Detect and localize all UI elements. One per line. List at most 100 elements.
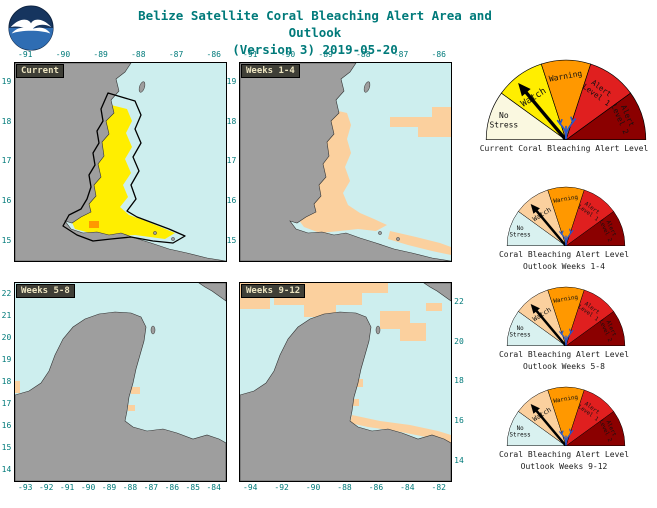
map-current	[15, 63, 226, 261]
tick-label: 18	[454, 376, 464, 386]
gauge-caption-weeks1-4-line2: Outlook Weeks 1-4	[523, 262, 605, 271]
tick-label: -86	[368, 483, 384, 492]
longitude-ticks-weeks9-12: -94 -92 -90 -88 -86 -84 -82	[239, 483, 450, 492]
tick-label: -90	[280, 50, 296, 59]
tick-label: -84	[400, 483, 415, 492]
gauge-outlook-weeks9-12	[504, 384, 628, 446]
outlook-watch-area	[390, 117, 451, 137]
map-weeks5-8	[15, 283, 226, 481]
tick-label: -90	[55, 50, 71, 59]
tick-label: 14	[1, 464, 12, 474]
tick-label: 16	[1, 196, 12, 206]
latitude-ticks-weeks5-8: 22 21 20 19 18 17 16 15 14	[0, 282, 13, 480]
tick-label: -88	[337, 483, 352, 492]
gauge-caption-weeks1-4-line1: Coral Bleaching Alert Level	[498, 250, 630, 259]
outlook-watch-area	[350, 415, 451, 443]
outlook-watch-area	[426, 303, 442, 311]
outlook-watch-area	[380, 311, 426, 341]
map-panel-weeks9-12: Weeks 9-12	[239, 282, 452, 482]
gauge-caption-weeks9-12-line1: Coral Bleaching Alert Level	[498, 450, 630, 459]
tick-label: -89	[93, 50, 108, 59]
gauge-outlook-weeks1-4	[504, 184, 628, 246]
tick-label: 18	[1, 116, 12, 126]
outlook-watch-spot	[354, 379, 363, 387]
map-panel-weeks1-4: Weeks 1-4	[239, 62, 452, 262]
tick-label: 21	[1, 310, 12, 320]
tick-label: -84	[206, 483, 221, 492]
tick-label: 16	[1, 420, 12, 430]
tick-label: 17	[1, 156, 12, 166]
tick-label: -89	[101, 483, 117, 492]
tick-label: -88	[131, 50, 146, 59]
tick-label: -88	[356, 50, 371, 59]
outlook-watch-spot	[128, 405, 135, 411]
region-boundary	[62, 92, 186, 244]
longitude-ticks-weeks1-4: -91 -90 -89 -88 -87 -86	[239, 50, 450, 59]
map-weeks1-4	[240, 63, 451, 261]
tick-label: 18	[226, 116, 237, 126]
gauge-caption-weeks5-8-line1: Coral Bleaching Alert Level	[498, 350, 630, 359]
page-title: Belize Satellite Coral Bleaching Alert A…	[115, 7, 515, 58]
map-panel-label-weeks5-8: Weeks 5-8	[16, 284, 75, 298]
tick-label: 20	[1, 332, 12, 342]
tick-label: -91	[59, 483, 75, 492]
map-panel-label-weeks1-4: Weeks 1-4	[241, 64, 300, 78]
latitude-ticks-current: 19 18 17 16 15	[0, 62, 13, 260]
tick-label: 15	[226, 235, 237, 245]
latitude-ticks-weeks1-4: 19 18 17 16 15	[225, 62, 238, 260]
map-panel-current: Current	[14, 62, 227, 262]
tick-label: 20	[454, 336, 464, 346]
tick-label: 19	[1, 354, 12, 364]
tick-label: 14	[454, 455, 464, 465]
tick-label: -93	[18, 483, 33, 492]
tick-label: -87	[143, 483, 159, 492]
outlook-watch-spot	[131, 387, 140, 394]
outlook-watch-area	[388, 231, 451, 255]
tick-label: 16	[454, 416, 464, 426]
tick-label: -94	[243, 483, 258, 492]
gauge-current	[482, 56, 650, 140]
tick-label: 17	[1, 398, 12, 408]
alert-area-warning-spot	[89, 221, 99, 228]
tick-label: 16	[226, 196, 237, 206]
outlook-watch-area	[240, 295, 270, 309]
gauge-caption-current: Current Coral Bleaching Alert Level	[479, 144, 649, 153]
tick-label: 17	[226, 156, 237, 166]
tick-label: 15	[1, 442, 12, 452]
tick-label: -92	[274, 483, 289, 492]
page-title-line1: Belize Satellite Coral Bleaching Alert A…	[138, 8, 492, 40]
tick-label: -90	[80, 483, 96, 492]
island	[150, 325, 156, 335]
map-weeks9-12	[240, 283, 451, 481]
tick-label: -91	[18, 50, 33, 59]
noaa-logo	[8, 5, 54, 51]
tick-label: 22	[1, 288, 12, 298]
tick-label: -88	[122, 483, 138, 492]
tick-label: -90	[305, 483, 321, 492]
tick-label: -86	[431, 50, 446, 59]
tick-label: -87	[168, 50, 184, 59]
tick-label: -86	[164, 483, 180, 492]
tick-label: -91	[243, 50, 258, 59]
latitude-ticks-weeks9-12: 22 20 18 16 14	[452, 282, 466, 480]
outlook-watch-spot	[351, 399, 359, 406]
tick-label: 22	[454, 297, 464, 307]
gauge-caption-weeks5-8-line2: Outlook Weeks 5-8	[523, 362, 605, 371]
tick-label: 15	[1, 235, 12, 245]
tick-label: 19	[1, 77, 12, 87]
tick-label: 19	[226, 77, 237, 87]
map-panel-weeks5-8: Weeks 5-8	[14, 282, 227, 482]
island	[375, 325, 381, 335]
map-panel-label-current: Current	[16, 64, 64, 78]
gauge-caption-weeks9-12-line2: Outlook Weeks 9-12	[520, 462, 608, 471]
gauge-outlook-weeks5-8	[504, 284, 628, 346]
longitude-ticks-weeks5-8: -93 -92 -91 -90 -89 -88 -87 -86 -85 -84	[14, 483, 225, 492]
page-title-line2: (Version 3) 2019-05-20	[232, 42, 398, 57]
tick-label: 18	[1, 376, 12, 386]
tick-label: -82	[431, 483, 446, 492]
tick-label: -92	[38, 483, 54, 492]
tick-label: -86	[206, 50, 221, 59]
outlook-watch-spot	[15, 381, 20, 393]
tick-label: -89	[318, 50, 333, 59]
outlook-watch-area	[432, 107, 451, 117]
